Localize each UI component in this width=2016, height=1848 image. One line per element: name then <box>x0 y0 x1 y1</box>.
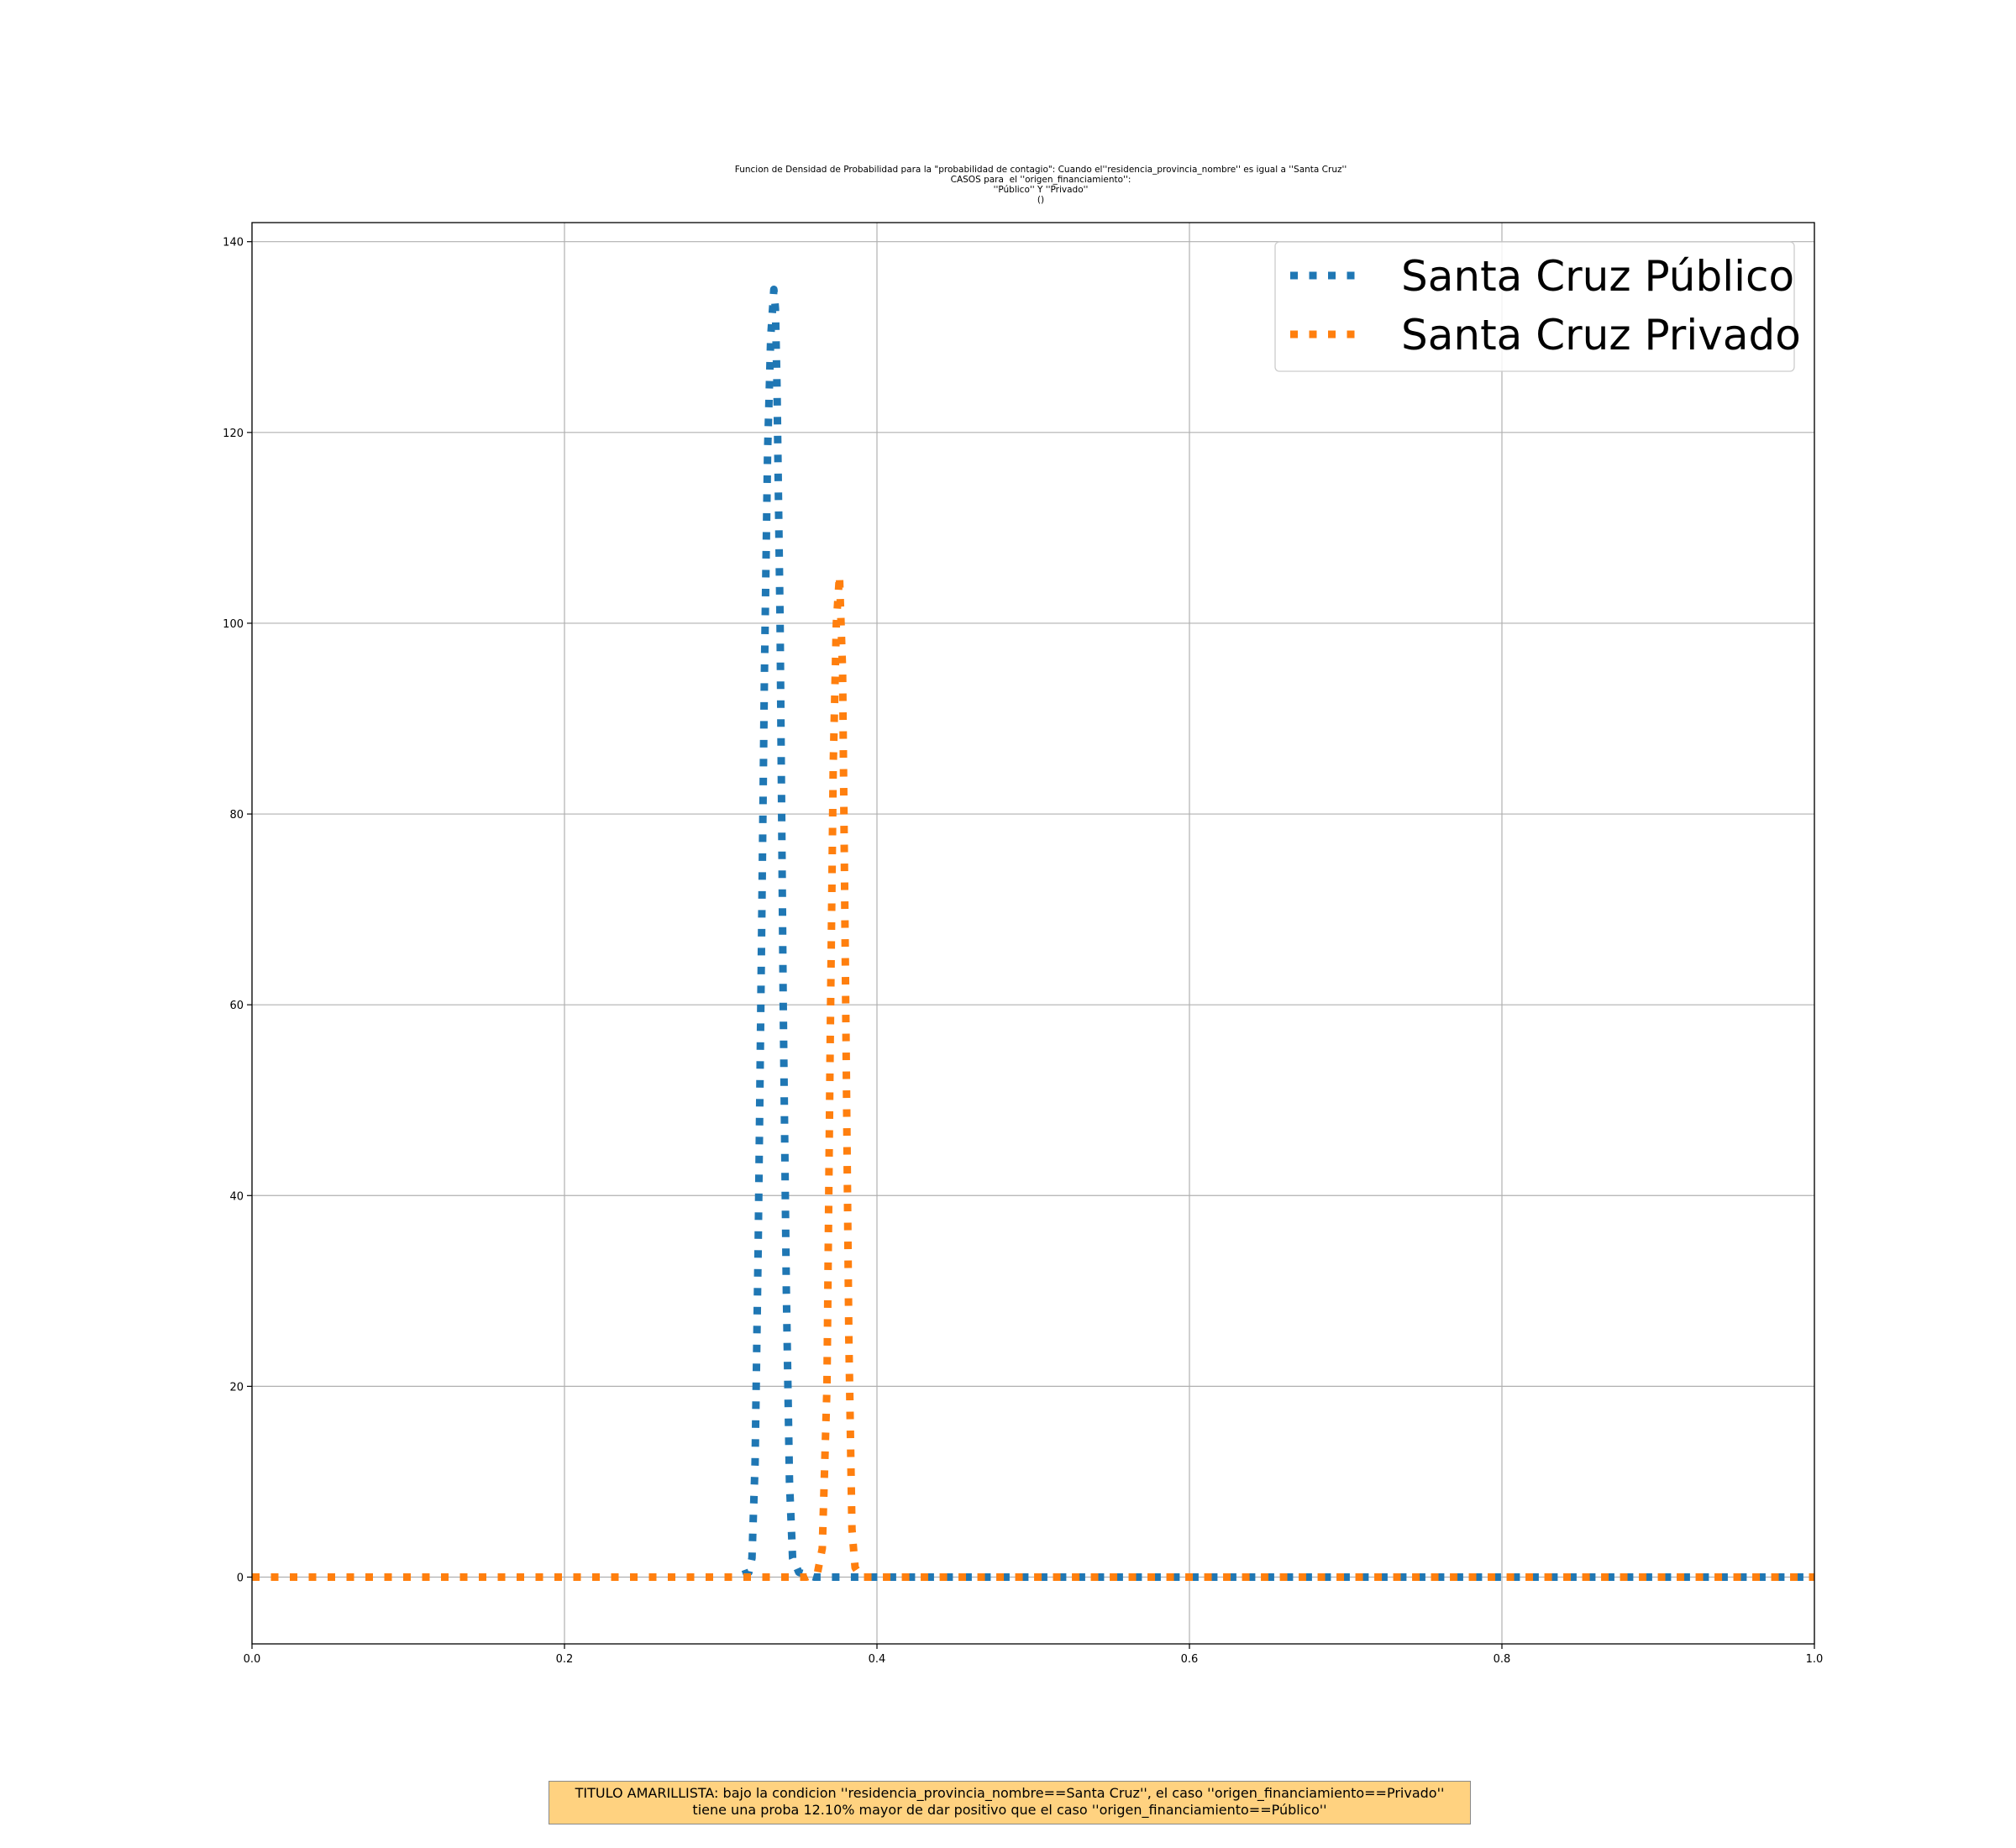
title-line-4: () <box>1037 195 1045 205</box>
y-tick-label: 80 <box>229 809 244 822</box>
grid <box>251 223 1815 1644</box>
chart-title: Funcion de Densidad de Probabilidad para… <box>0 165 2016 205</box>
caption-box: TITULO AMARILLISTA: bajo la condicion ''… <box>549 1781 1471 1824</box>
legend-label-privado: Santa Cruz Privado <box>1401 311 1801 360</box>
y-tick-label: 60 <box>229 1000 244 1012</box>
y-tick-label: 20 <box>229 1381 244 1394</box>
y-tick-label: 120 <box>223 428 244 440</box>
x-tick-label: 0.8 <box>1494 1653 1511 1666</box>
x-tick-label: 0.2 <box>556 1653 574 1666</box>
legend-label-publico: Santa Cruz Público <box>1401 252 1794 301</box>
series-line-publico <box>252 285 1814 1582</box>
title-line-1: Funcion de Densidad de Probabilidad para… <box>734 165 1347 175</box>
caption-line-1: TITULO AMARILLISTA: bajo la condicion ''… <box>575 1785 1445 1801</box>
series-line-privado <box>252 571 1814 1582</box>
series-lines <box>252 285 1814 1582</box>
plot-frame <box>251 222 1815 1645</box>
y-tick-label: 40 <box>229 1190 244 1203</box>
title-line-2: CASOS para el ''origen_financiamiento'': <box>950 175 1131 185</box>
y-tick-label: 140 <box>223 237 244 249</box>
legend: Santa Cruz Público Santa Cruz Privado <box>1274 241 1801 372</box>
x-tick-label: 0.4 <box>869 1653 886 1666</box>
title-line-3: ''Público'' Y ''Privado'' <box>993 185 1089 195</box>
legend-box <box>1274 241 1795 372</box>
x-tick-label: 0.0 <box>244 1653 261 1666</box>
y-tick-label: 0 <box>237 1572 244 1585</box>
y-tick-label: 100 <box>223 618 244 631</box>
axis-ticks: 0.0 0.2 0.4 0.6 0.8 1.0 0 20 40 60 80 100 120 140 <box>223 237 1823 1666</box>
x-tick-label: 0.6 <box>1181 1653 1199 1666</box>
caption-line-2: tiene una proba 12.10% mayor de dar posi… <box>692 1802 1327 1818</box>
x-tick-label: 1.0 <box>1806 1653 1824 1666</box>
